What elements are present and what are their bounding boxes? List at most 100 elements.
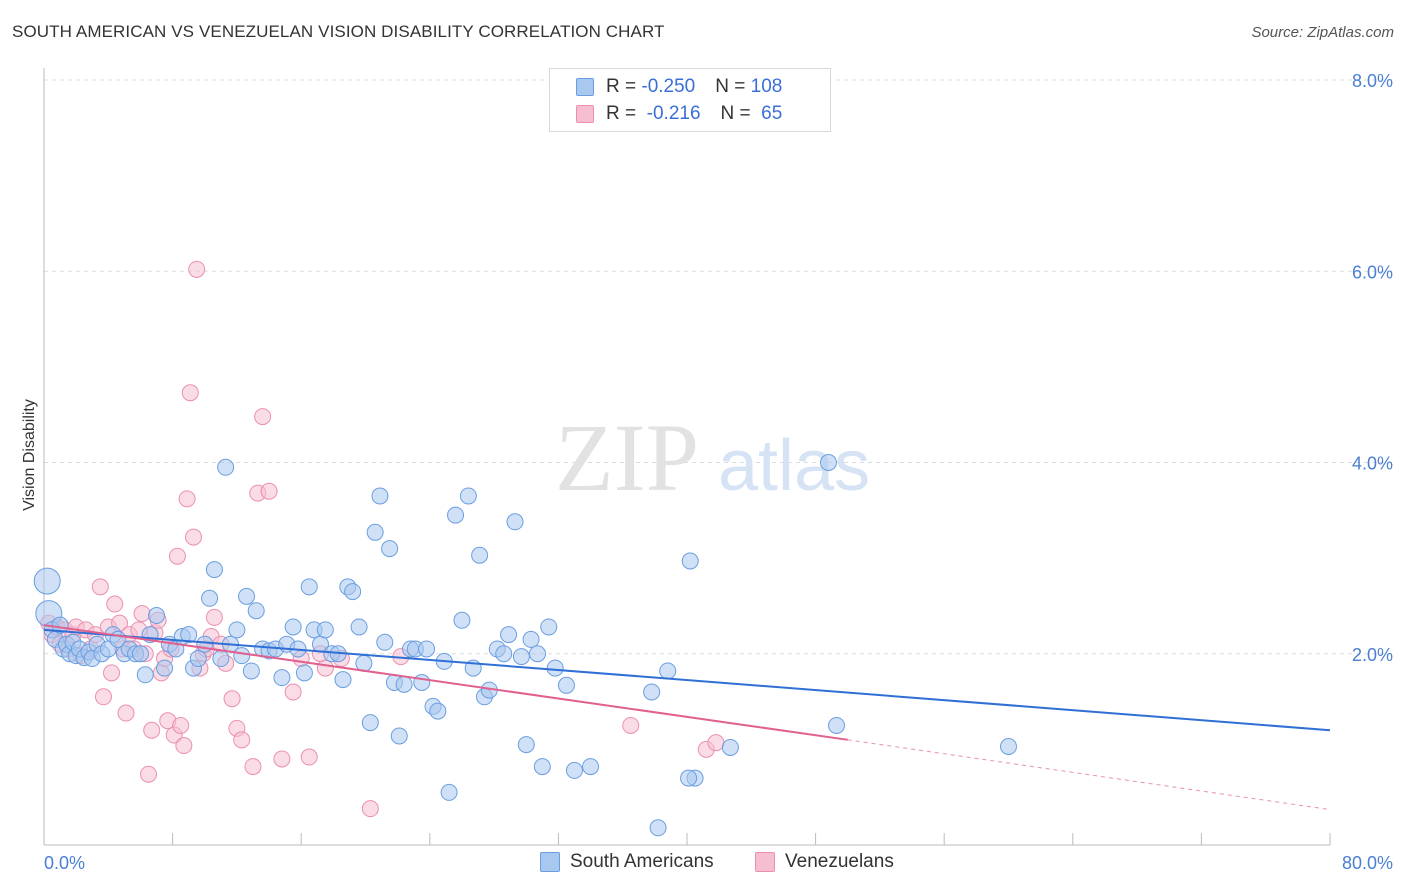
chart-title: SOUTH AMERICAN VS VENEZUELAN VISION DISA… bbox=[12, 22, 665, 41]
y-tick-label: 4.0% bbox=[1352, 454, 1393, 474]
venezuelans-point bbox=[284, 683, 302, 701]
legend-item-venezuelans[interactable]: Venezuelans bbox=[755, 851, 894, 873]
south-americans-point bbox=[205, 561, 223, 579]
south-americans-point bbox=[217, 458, 235, 476]
legend-swatch-blue bbox=[576, 78, 594, 96]
venezuelans-trend-extension bbox=[847, 739, 1331, 811]
south-americans-point bbox=[51, 616, 69, 634]
south-americans-trend-line bbox=[43, 628, 1331, 732]
south-americans-point bbox=[506, 513, 524, 531]
tick-labels: 2.0% 4.0% 6.0% 8.0% 0.0% 80.0% bbox=[44, 71, 1393, 873]
south-americans-point bbox=[643, 683, 661, 701]
south-americans-point bbox=[33, 567, 61, 595]
axes bbox=[43, 68, 1331, 846]
venezuelans-point bbox=[244, 758, 262, 776]
legend-swatch-pink bbox=[576, 105, 594, 123]
south-americans-point bbox=[471, 546, 489, 564]
venezuelans-point bbox=[133, 605, 151, 623]
watermark-zip: ZIP bbox=[555, 404, 699, 511]
south-americans-point bbox=[649, 819, 667, 837]
y-tick-label: 8.0% bbox=[1352, 71, 1393, 91]
correlation-legend: R = -0.250 N = 108 R = -0.216 N = 65 bbox=[549, 68, 831, 132]
south-americans-point bbox=[156, 659, 174, 677]
legend-item-south-americans[interactable]: South Americans bbox=[540, 851, 714, 873]
south-americans-point bbox=[247, 602, 265, 620]
legend-swatch-blue bbox=[540, 852, 560, 872]
south-americans-point bbox=[517, 736, 535, 754]
south-americans-point bbox=[148, 607, 166, 624]
grid-lines bbox=[44, 79, 1395, 655]
venezuelans-point bbox=[707, 734, 725, 752]
south-americans-point bbox=[366, 523, 384, 541]
venezuelans-point bbox=[143, 721, 161, 739]
south-americans-point bbox=[500, 626, 518, 644]
legend-row-venezuelans: R = -0.216 N = 65 bbox=[576, 101, 782, 127]
y-axis-label: Vision Disability bbox=[21, 399, 38, 511]
venezuelans-point bbox=[223, 690, 241, 708]
venezuelans-point bbox=[117, 704, 135, 722]
venezuelans-point bbox=[361, 800, 379, 818]
south-americans-point bbox=[350, 618, 368, 636]
venezuelans-point bbox=[622, 716, 640, 734]
south-americans-point bbox=[459, 487, 477, 505]
legend-n-label: N = bbox=[720, 103, 756, 124]
south-americans-point bbox=[565, 761, 583, 779]
source-label: Source: ZipAtlas.com bbox=[1251, 24, 1394, 41]
south-americans-point bbox=[546, 659, 564, 677]
venezuelans-trend-line bbox=[43, 624, 848, 741]
venezuelans-point bbox=[254, 408, 272, 426]
trend-lines bbox=[43, 624, 1331, 811]
south-americans-point bbox=[429, 702, 447, 720]
venezuelans-point bbox=[172, 716, 190, 734]
south-americans-point bbox=[284, 618, 302, 636]
venezuelans-point bbox=[300, 748, 318, 766]
south-americans-point bbox=[273, 669, 291, 687]
south-americans-point bbox=[355, 654, 373, 672]
legend-r-value: -0.250 bbox=[641, 76, 696, 97]
south-americans-point bbox=[136, 666, 154, 684]
south-americans-point bbox=[522, 630, 540, 648]
south-americans-point bbox=[228, 621, 246, 639]
south-americans-point bbox=[316, 621, 334, 639]
south-americans-point bbox=[131, 645, 149, 663]
series-legend: South Americans Venezuelans bbox=[0, 851, 1406, 879]
south-americans-point bbox=[453, 611, 471, 629]
south-americans-point bbox=[189, 650, 207, 668]
south-americans-point bbox=[376, 633, 394, 651]
south-americans-point bbox=[819, 454, 837, 471]
south-americans-point bbox=[334, 671, 352, 689]
venezuelans-point bbox=[181, 384, 199, 402]
south-americans-point bbox=[447, 506, 465, 524]
south-americans-point bbox=[659, 662, 677, 680]
venezuelans-point bbox=[184, 528, 202, 546]
venezuelans-point bbox=[260, 482, 278, 500]
venezuelans-point bbox=[188, 260, 206, 278]
south-americans-point bbox=[495, 645, 513, 663]
venezuelans-point bbox=[175, 737, 193, 755]
legend-swatch-pink bbox=[755, 852, 775, 872]
south-americans-point bbox=[557, 676, 575, 694]
venezuelans-point bbox=[168, 547, 186, 565]
venezuelans-points bbox=[40, 260, 725, 818]
venezuelans-point bbox=[316, 659, 334, 677]
south-americans-point bbox=[680, 769, 698, 787]
south-americans-point bbox=[212, 650, 230, 668]
venezuelans-point bbox=[139, 765, 157, 783]
venezuelans-point bbox=[103, 664, 121, 682]
south-americans-point bbox=[582, 758, 600, 776]
venezuelans-point bbox=[94, 688, 112, 706]
legend-r-label: R = bbox=[606, 76, 642, 97]
south-americans-point bbox=[344, 583, 362, 601]
venezuelans-point bbox=[233, 731, 251, 749]
south-americans-point bbox=[413, 673, 431, 691]
south-americans-point bbox=[418, 640, 436, 658]
legend-item-label: Venezuelans bbox=[785, 851, 894, 872]
venezuelans-point bbox=[273, 750, 291, 768]
south-americans-point bbox=[1000, 738, 1017, 756]
venezuelans-point bbox=[205, 608, 223, 626]
south-americans-point bbox=[512, 648, 530, 666]
y-tick-label: 6.0% bbox=[1352, 262, 1393, 282]
x-tick-label-max: 80.0% bbox=[1342, 853, 1393, 873]
south-americans-point bbox=[201, 589, 219, 607]
